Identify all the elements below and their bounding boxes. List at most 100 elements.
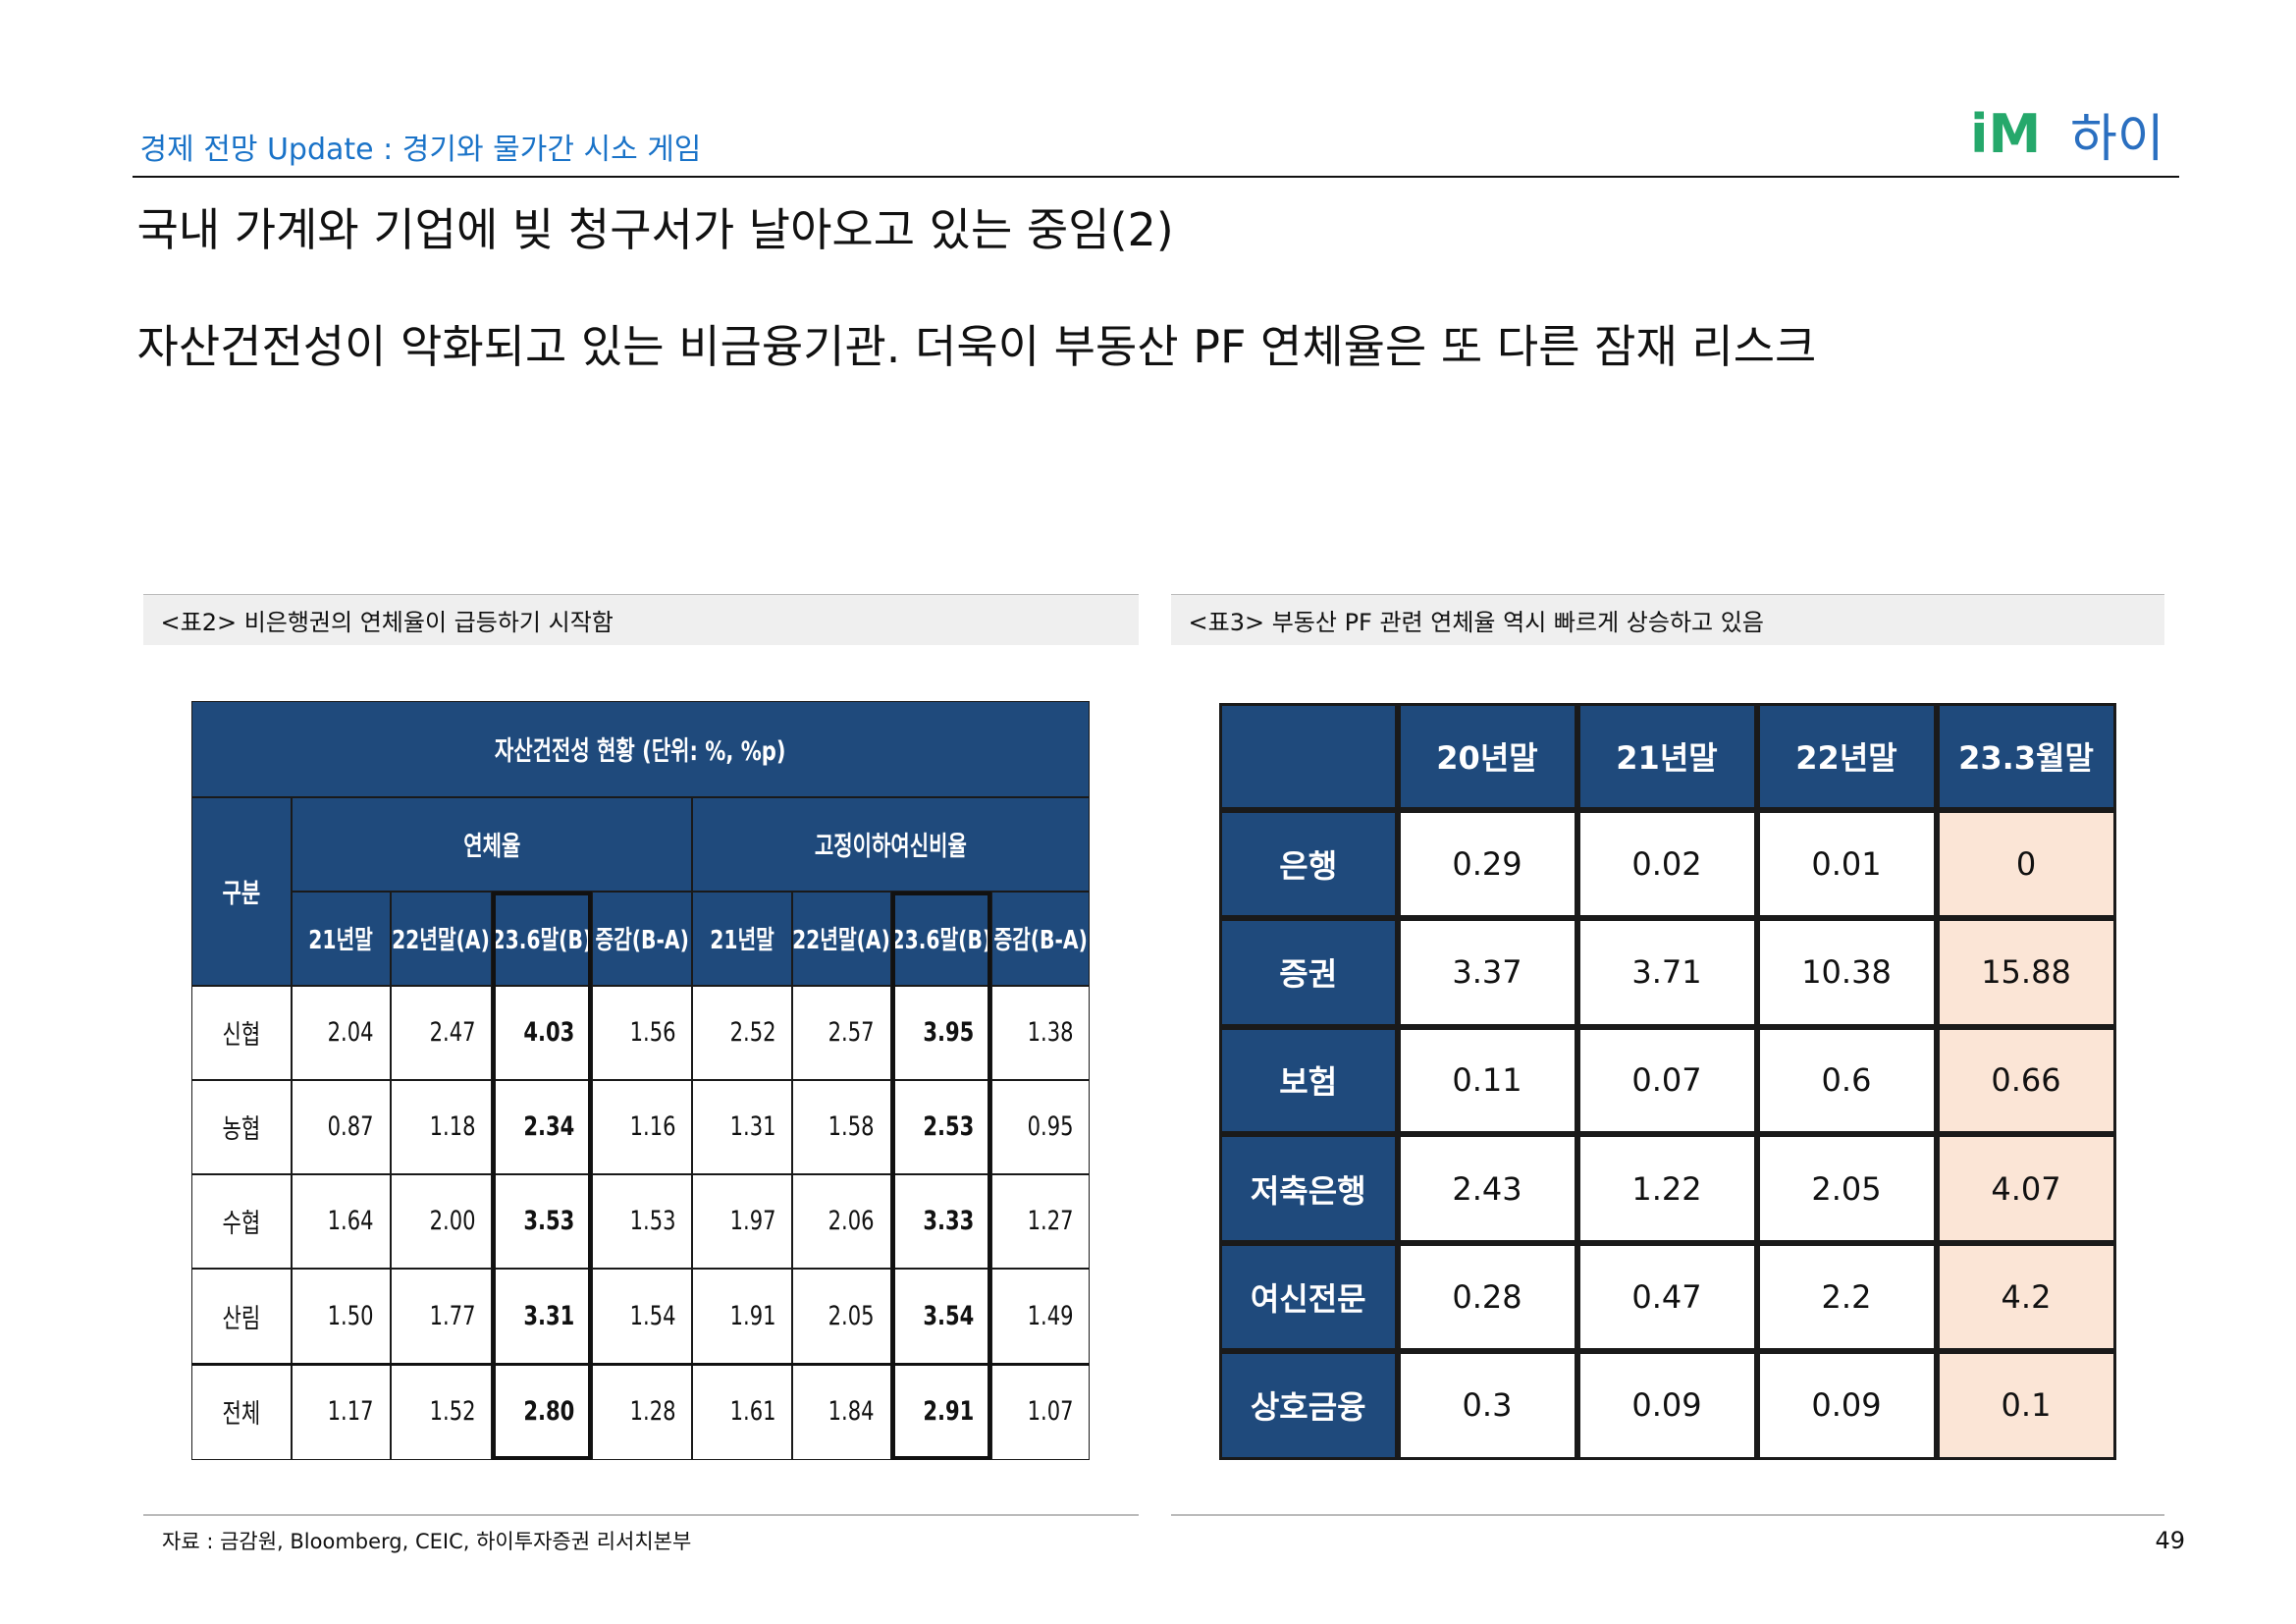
group-header-text: 연체율 — [462, 832, 521, 862]
cell-value-text: 1.16 — [629, 1111, 676, 1142]
cell-value-text: 0.47 — [1631, 1277, 1702, 1316]
cell-value-text: 1.56 — [629, 1017, 676, 1048]
corner-cell — [1219, 702, 1398, 810]
footer-rule — [142, 1514, 1139, 1517]
cell-value: 1.56 — [592, 985, 692, 1080]
cell-value: 2.2 — [1756, 1243, 1937, 1351]
column-header-text: 23.6말(B) — [890, 926, 991, 955]
row-label-text: 전체 — [222, 1399, 261, 1431]
cell-value: 0.6 — [1756, 1026, 1937, 1134]
cell-value: 0.87 — [292, 1079, 391, 1174]
logo-text-text: 하이 — [2070, 110, 2164, 169]
column-header-text: 22년말(A) — [392, 926, 491, 955]
cell-value: 1.31 — [692, 1079, 792, 1174]
row-label: 수협 — [191, 1173, 292, 1269]
cell-value: 1.28 — [592, 1364, 692, 1460]
cell-value: 3.37 — [1397, 917, 1577, 1027]
cell-value-text: 0.02 — [1631, 844, 1702, 883]
cell-value-text: 2.47 — [429, 1017, 476, 1048]
cell-value-text: 2.43 — [1452, 1169, 1522, 1208]
group-header: 연체율 — [292, 796, 692, 892]
cell-value-text: 2.57 — [828, 1017, 875, 1048]
cell-value-text: 0.11 — [1452, 1061, 1522, 1100]
row-header-text: 구분 — [222, 879, 261, 909]
table-title-text: 자산건전성 현황 (단위: %, %p) — [495, 736, 786, 768]
cell-value-text: 2.34 — [523, 1111, 575, 1142]
row-label-text: 은행 — [1279, 846, 1338, 885]
page-number-text: 49 — [2155, 1527, 2185, 1554]
cell-value-text: 1.53 — [629, 1206, 676, 1236]
cell-value: 1.97 — [692, 1173, 792, 1269]
cell-value-text: 1.50 — [327, 1300, 374, 1331]
column-header: 증감(B-A) — [592, 891, 692, 986]
cell-value-text: 2.80 — [523, 1396, 575, 1428]
group-header-text: 고정이하여신비율 — [814, 832, 967, 862]
cell-value: 2.05 — [1756, 1134, 1937, 1243]
cell-value: 0.02 — [1576, 810, 1757, 918]
table-caption: <표2> 비은행권의 연체율이 급등하기 시작함 — [142, 593, 1139, 645]
row-label: 여신전문 — [1219, 1243, 1398, 1351]
cell-value-text: 0.09 — [1631, 1386, 1702, 1424]
cell-value-text: 1.91 — [729, 1300, 776, 1331]
column-header-text: 증감(B-A) — [993, 926, 1088, 955]
source-note: 자료 : 금감원, Bloomberg, CEIC, 하이투자증권 리서치본부 — [162, 1526, 1193, 1555]
row-label-text: 여신전문 — [1250, 1279, 1366, 1318]
cell-value-text: 3.53 — [523, 1206, 575, 1236]
cell-value-text: 2.05 — [828, 1300, 875, 1331]
cell-value-text: 1.07 — [1027, 1396, 1074, 1428]
cell-value: 1.49 — [990, 1268, 1090, 1364]
row-label-text: 신협 — [222, 1020, 261, 1051]
column-header: 23.3월말 — [1936, 702, 2116, 810]
cell-value: 1.64 — [292, 1173, 391, 1269]
cell-value: 1.07 — [990, 1364, 1090, 1460]
cell-value: 1.54 — [592, 1268, 692, 1364]
column-header: 22년말(A) — [390, 891, 492, 986]
row-header: 구분 — [191, 796, 292, 986]
cell-value: 0.11 — [1397, 1026, 1577, 1134]
cell-value: 1.84 — [792, 1364, 891, 1460]
row-label: 증권 — [1219, 917, 1398, 1027]
cell-value-text: 0.01 — [1811, 844, 1882, 883]
cell-value-text: 1.77 — [429, 1300, 476, 1331]
cell-value: 0 — [1936, 810, 2116, 918]
column-header-text: 23.6말(B) — [492, 926, 592, 955]
cell-value-text: 1.64 — [327, 1206, 374, 1236]
cell-value: 1.17 — [292, 1364, 391, 1460]
column-header-text: 21년말 — [1616, 739, 1718, 778]
cell-value: 3.71 — [1576, 917, 1757, 1027]
highlight-border — [890, 891, 991, 1460]
source-note-text: 자료 : 금감원, Bloomberg, CEIC, 하이투자증권 리서치본부 — [162, 1530, 692, 1553]
cell-value-text: 2.52 — [729, 1017, 776, 1048]
row-label-text: 수협 — [222, 1209, 261, 1239]
cell-value-text: 2.2 — [1821, 1277, 1872, 1316]
group-header: 고정이하여신비율 — [692, 796, 1090, 892]
page-subtitle: 자산건전성이 악화되고 있는 비금융기관. 더욱이 부동산 PF 연체율은 또 … — [137, 314, 2199, 373]
cell-value: 2.05 — [792, 1268, 891, 1364]
cell-value: 4.2 — [1936, 1243, 2116, 1351]
section-title-text: 경제 전망 Update : 경기와 물가간 시소 게임 — [139, 132, 702, 167]
cell-value-text: 1.58 — [828, 1111, 875, 1142]
cell-value: 1.50 — [292, 1268, 391, 1364]
cell-value: 10.38 — [1756, 917, 1937, 1027]
row-label: 산림 — [191, 1268, 292, 1364]
cell-value: 0.29 — [1397, 810, 1577, 918]
cell-value-text: 1.17 — [327, 1396, 374, 1428]
column-header: 증감(B-A) — [990, 891, 1090, 986]
logo-text: 하이 — [2070, 103, 2173, 169]
cell-value-text: 0.07 — [1631, 1061, 1702, 1100]
cell-value-text: 3.37 — [1452, 953, 1522, 991]
cell-value: 0.47 — [1576, 1243, 1757, 1351]
cell-value: 1.52 — [390, 1364, 492, 1460]
cell-value: 0.07 — [1576, 1026, 1757, 1134]
cell-value-text: 10.38 — [1801, 953, 1892, 991]
header-rule — [133, 175, 2179, 178]
cell-value: 1.22 — [1576, 1134, 1757, 1243]
cell-value-text: 0.87 — [327, 1111, 374, 1142]
cell-value-text: 4.03 — [523, 1017, 575, 1048]
cell-value: 0.3 — [1397, 1350, 1577, 1460]
cell-value: 1.16 — [592, 1079, 692, 1174]
cell-value-text: 1.18 — [429, 1111, 476, 1142]
cell-value: 1.77 — [390, 1268, 492, 1364]
cell-value: 1.27 — [990, 1173, 1090, 1269]
page-subtitle-text: 자산건전성이 악화되고 있는 비금융기관. 더욱이 부동산 PF 연체율은 또 … — [136, 319, 1817, 373]
